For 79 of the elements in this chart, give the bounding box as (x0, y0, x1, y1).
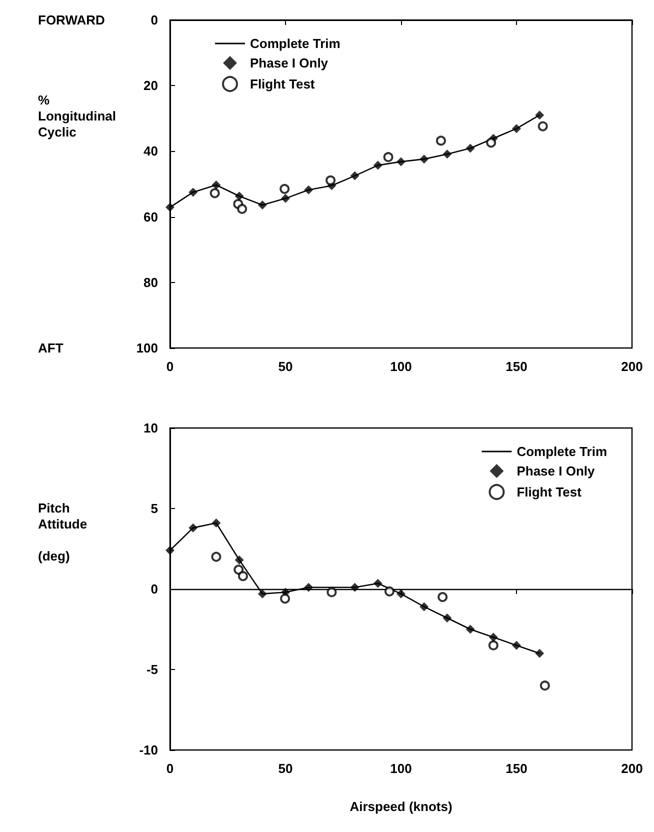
x-tick-label: 200 (621, 359, 643, 374)
point (438, 592, 448, 602)
point (212, 180, 221, 190)
point (234, 564, 244, 575)
point (188, 523, 198, 532)
text: AFT (38, 340, 64, 356)
point (420, 602, 429, 612)
point (466, 144, 475, 153)
point (442, 150, 452, 159)
point (304, 582, 314, 592)
point (210, 188, 220, 198)
point (326, 587, 337, 598)
point (535, 648, 544, 658)
point (234, 192, 244, 201)
y-tick-label: 40 (144, 144, 158, 159)
point (326, 175, 336, 186)
point (384, 586, 394, 596)
point (258, 200, 267, 210)
point (535, 110, 544, 120)
y-tick-label: 80 (144, 274, 158, 290)
point (488, 632, 498, 642)
y-axis-title: % Longitudinal Cyclic (38, 92, 116, 140)
point (486, 138, 496, 148)
point (280, 184, 290, 194)
point (166, 546, 174, 555)
point (237, 204, 248, 214)
point (373, 160, 382, 170)
legend-label: Flight Test (250, 76, 316, 92)
point (350, 582, 360, 592)
x-tick-label: 100 (390, 761, 412, 776)
y-tick-label: 0 (150, 582, 158, 596)
point (350, 171, 360, 180)
y-tick-label: 60 (144, 209, 158, 224)
legend-label: Flight Test (516, 484, 582, 500)
x-tick-label: 50 (278, 761, 293, 776)
point (420, 154, 429, 164)
y-tick-label: 0 (150, 12, 158, 28)
point (373, 578, 382, 588)
x-tick-label: 200 (621, 761, 643, 776)
point (212, 518, 221, 528)
point (238, 571, 248, 582)
x-tick-label: 50 (278, 359, 293, 374)
point (396, 589, 406, 598)
point (396, 157, 406, 166)
point (538, 121, 548, 132)
point (540, 680, 550, 691)
point (436, 136, 446, 146)
legend-label: Complete Trim (250, 36, 340, 51)
point (281, 194, 290, 203)
y-tick-label: -5 (146, 662, 158, 677)
point (188, 188, 198, 197)
point (234, 556, 244, 565)
point (166, 202, 174, 212)
y-tick-label: 5 (150, 501, 158, 516)
point (280, 594, 290, 604)
x-tick-label: 150 (506, 359, 528, 374)
point (383, 152, 394, 162)
point (304, 185, 314, 194)
y-tick-label: 20 (144, 78, 158, 94)
x-tick-label: 150 (506, 761, 528, 776)
legend-label: Phase I Only (250, 56, 329, 70)
point (488, 640, 498, 650)
text: FORWARD (38, 12, 105, 28)
y-tick-label: 100 (136, 340, 158, 356)
legend-label: Complete Trim (516, 444, 607, 459)
point (512, 124, 521, 134)
y-tick-label: -10 (139, 742, 158, 758)
x-tick-label: 100 (390, 359, 412, 374)
x-tick-label: 0 (166, 359, 174, 374)
point (512, 640, 521, 650)
legend-label: Phase I Only (516, 464, 596, 478)
x-axis-title: Airspeed (knots) (350, 799, 452, 814)
point (258, 589, 267, 598)
x-tick-label: 0 (166, 761, 174, 776)
point (466, 624, 475, 634)
y-tick-label: 10 (144, 420, 158, 436)
point (442, 613, 452, 622)
point (211, 552, 222, 562)
text: Pitch Attitude (deg) (38, 500, 88, 564)
